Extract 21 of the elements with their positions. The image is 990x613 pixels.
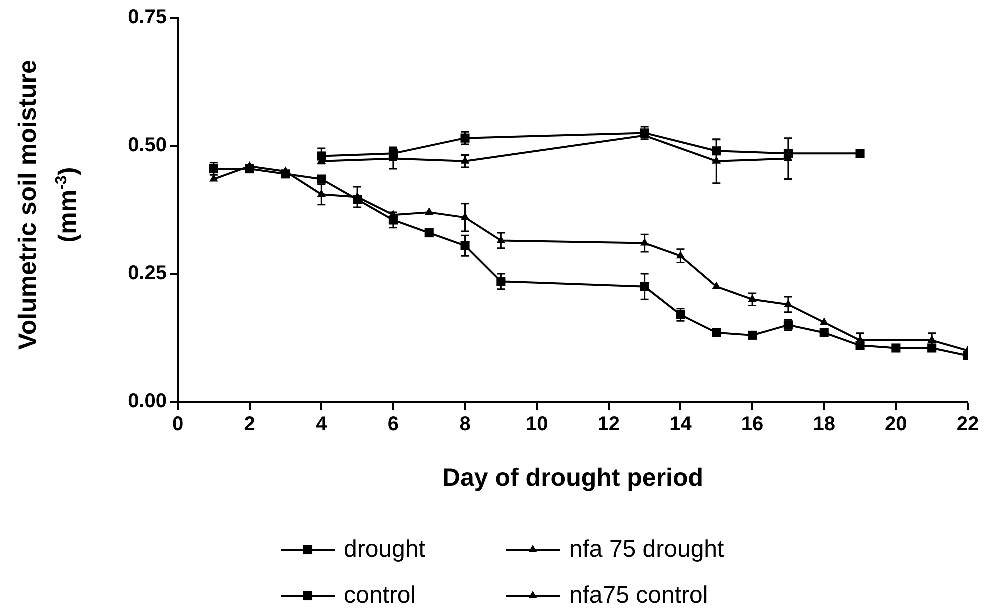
y-tick-label: 0.25 — [128, 262, 167, 285]
x-tick-label: 0 — [172, 414, 184, 436]
y-tick-label: 0.75 — [128, 6, 167, 29]
x-tick-label: 18 — [813, 414, 836, 436]
legend-label: drought — [344, 536, 426, 564]
x-tick-label: 2 — [244, 414, 256, 436]
x-tick-label: 8 — [460, 414, 471, 436]
legend-label: nfa75 control — [569, 582, 708, 610]
x-tick-label: 10 — [526, 414, 548, 436]
x-tick-label: 6 — [388, 414, 400, 436]
y-tick-label: 0.50 — [128, 134, 167, 157]
x-tick-label: 20 — [885, 414, 908, 436]
x-tick-label: 12 — [598, 414, 620, 436]
x-tick-label: 22 — [956, 414, 980, 436]
x-axis-title: Day of drought period — [442, 464, 704, 492]
x-tick-label: 16 — [741, 414, 764, 436]
x-tick-label: 4 — [316, 414, 328, 436]
y-tick-label: 0.00 — [128, 390, 167, 413]
x-tick-label: 14 — [670, 414, 693, 436]
legend-label: nfa 75 drought — [569, 536, 724, 564]
legend-label: control — [344, 582, 416, 610]
